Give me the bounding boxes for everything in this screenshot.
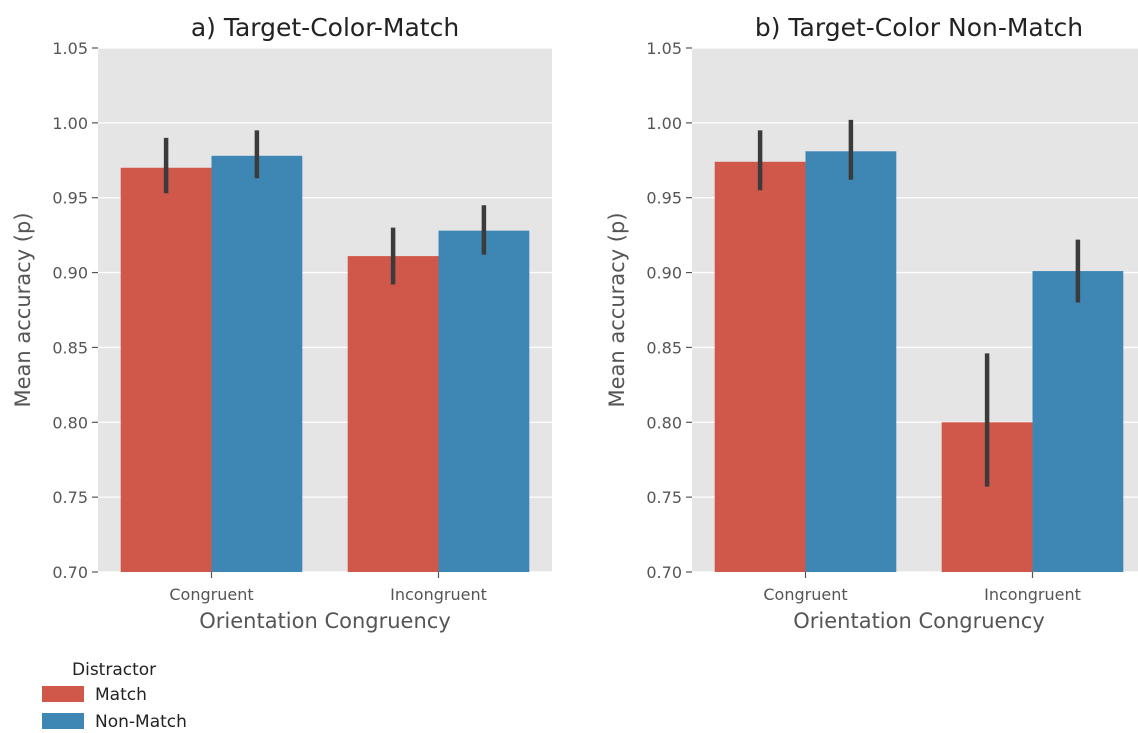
y-tick-label: 0.90 [646,264,682,283]
x-tick-label: Congruent [763,585,847,604]
bar-non-match-congruent [805,151,897,572]
legend-title: Distractor [72,660,156,680]
y-axis-title: Mean accuracy (p) [11,212,35,407]
y-axis-title: Mean accuracy (p) [605,212,629,407]
x-tick-label: Congruent [169,585,253,604]
legend-label-non-match: Non-Match [95,712,187,732]
y-tick-label: 1.00 [646,114,682,133]
legend-swatch-non-match [42,713,84,729]
x-tick-label: Incongruent [984,585,1081,604]
bar-non-match-congruent [211,155,303,572]
x-axis-title: Orientation Congruency [793,609,1045,633]
panel-title: a) Target-Color-Match [191,13,459,42]
y-tick-label: 0.95 [646,189,682,208]
bar-non-match-incongruent [1032,271,1124,572]
y-tick-label: 0.70 [646,563,682,582]
y-tick-label: 0.95 [52,189,88,208]
bar-match-incongruent [347,256,439,572]
y-tick-label: 1.00 [52,114,88,133]
x-axis-title: Orientation Congruency [199,609,451,633]
panel-title: b) Target-Color Non-Match [755,13,1083,42]
y-tick-label: 0.75 [52,488,88,507]
x-tick-label: Incongruent [390,585,487,604]
y-tick-label: 0.70 [52,563,88,582]
y-tick-label: 0.80 [646,413,682,432]
y-tick-label: 0.85 [52,338,88,357]
y-tick-label: 1.05 [646,39,682,58]
y-tick-label: 0.75 [646,488,682,507]
legend-label-match: Match [95,685,147,705]
y-tick-label: 0.80 [52,413,88,432]
bar-non-match-incongruent [438,230,530,572]
y-tick-label: 1.05 [52,39,88,58]
bar-match-congruent [714,161,806,573]
bar-match-congruent [120,167,212,572]
legend: Distractor Match Non-Match [42,660,187,732]
y-tick-label: 0.85 [646,338,682,357]
y-tick-label: 0.90 [52,264,88,283]
panel-target-color-match: 0.70 0.75 0.80 0.85 0.90 0.95 1.00 1.05 Congruen… [11,13,552,633]
panel-target-color-non-match: 0.70 0.75 0.80 0.85 0.90 0.95 1.00 1.05 Congruen… [605,13,1138,633]
legend-swatch-match [42,686,84,702]
